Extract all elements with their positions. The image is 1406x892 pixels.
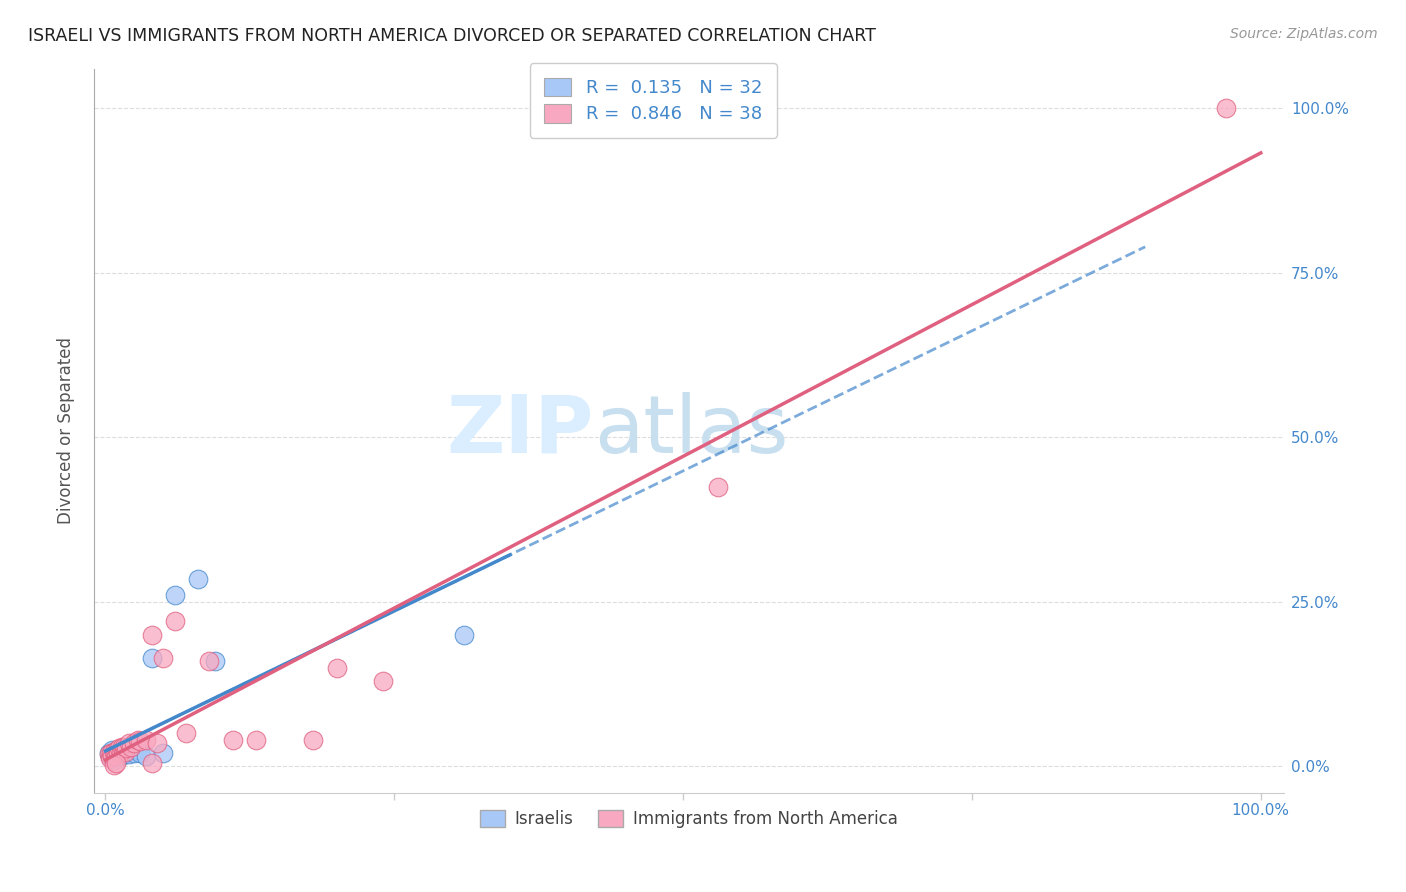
Text: 100.0%: 100.0% xyxy=(1232,803,1289,818)
Point xyxy=(135,733,157,747)
Point xyxy=(115,745,138,759)
Point xyxy=(104,747,127,762)
Point xyxy=(163,615,186,629)
Point xyxy=(707,479,730,493)
Point xyxy=(245,733,267,747)
Text: 0.0%: 0.0% xyxy=(86,803,125,818)
Point xyxy=(104,749,127,764)
Text: atlas: atlas xyxy=(593,392,789,469)
Point xyxy=(101,749,124,764)
Point xyxy=(1215,101,1237,115)
Point xyxy=(371,673,394,688)
Point xyxy=(108,740,131,755)
Point xyxy=(163,588,186,602)
Point xyxy=(104,756,127,770)
Point xyxy=(453,628,475,642)
Point xyxy=(111,743,134,757)
Point xyxy=(187,572,209,586)
Point xyxy=(152,746,174,760)
Point xyxy=(141,756,163,770)
Point xyxy=(105,749,128,764)
Point xyxy=(204,654,226,668)
Point xyxy=(114,745,136,759)
Point xyxy=(111,743,134,757)
Point xyxy=(152,650,174,665)
Point xyxy=(98,751,121,765)
Point xyxy=(101,751,124,765)
Point xyxy=(120,743,142,757)
Point xyxy=(103,745,125,759)
Point xyxy=(111,739,134,754)
Point xyxy=(146,736,169,750)
Point xyxy=(104,747,127,762)
Point xyxy=(97,746,120,760)
Point xyxy=(107,746,129,760)
Point xyxy=(105,743,128,757)
Y-axis label: Divorced or Separated: Divorced or Separated xyxy=(58,337,75,524)
Point xyxy=(117,736,139,750)
Point xyxy=(100,746,122,760)
Point xyxy=(176,726,198,740)
Point xyxy=(302,733,325,747)
Point xyxy=(110,749,132,764)
Point xyxy=(103,745,125,759)
Point xyxy=(124,736,146,750)
Point xyxy=(325,660,347,674)
Point xyxy=(127,733,149,747)
Point xyxy=(100,747,122,762)
Point xyxy=(198,654,221,668)
Point xyxy=(97,747,120,762)
Point xyxy=(110,746,132,760)
Point xyxy=(135,749,157,764)
Point xyxy=(107,747,129,762)
Point xyxy=(117,747,139,762)
Point xyxy=(129,746,152,760)
Point xyxy=(127,743,149,757)
Point xyxy=(112,739,135,754)
Point xyxy=(103,753,125,767)
Point xyxy=(129,734,152,748)
Point xyxy=(111,746,134,760)
Legend: Israelis, Immigrants from North America: Israelis, Immigrants from North America xyxy=(472,804,905,835)
Point xyxy=(112,747,135,762)
Point xyxy=(124,746,146,760)
Text: Source: ZipAtlas.com: Source: ZipAtlas.com xyxy=(1230,27,1378,41)
Point xyxy=(103,758,125,772)
Point xyxy=(98,749,121,764)
Point xyxy=(141,650,163,665)
Text: ZIP: ZIP xyxy=(447,392,593,469)
Text: ISRAELI VS IMMIGRANTS FROM NORTH AMERICA DIVORCED OR SEPARATED CORRELATION CHART: ISRAELI VS IMMIGRANTS FROM NORTH AMERICA… xyxy=(28,27,876,45)
Point xyxy=(105,743,128,757)
Point xyxy=(221,733,243,747)
Point xyxy=(108,745,131,759)
Point xyxy=(141,628,163,642)
Point xyxy=(120,739,142,754)
Point xyxy=(101,743,124,757)
Point xyxy=(104,749,127,764)
Point xyxy=(115,740,138,755)
Point xyxy=(104,746,127,760)
Point xyxy=(110,745,132,759)
